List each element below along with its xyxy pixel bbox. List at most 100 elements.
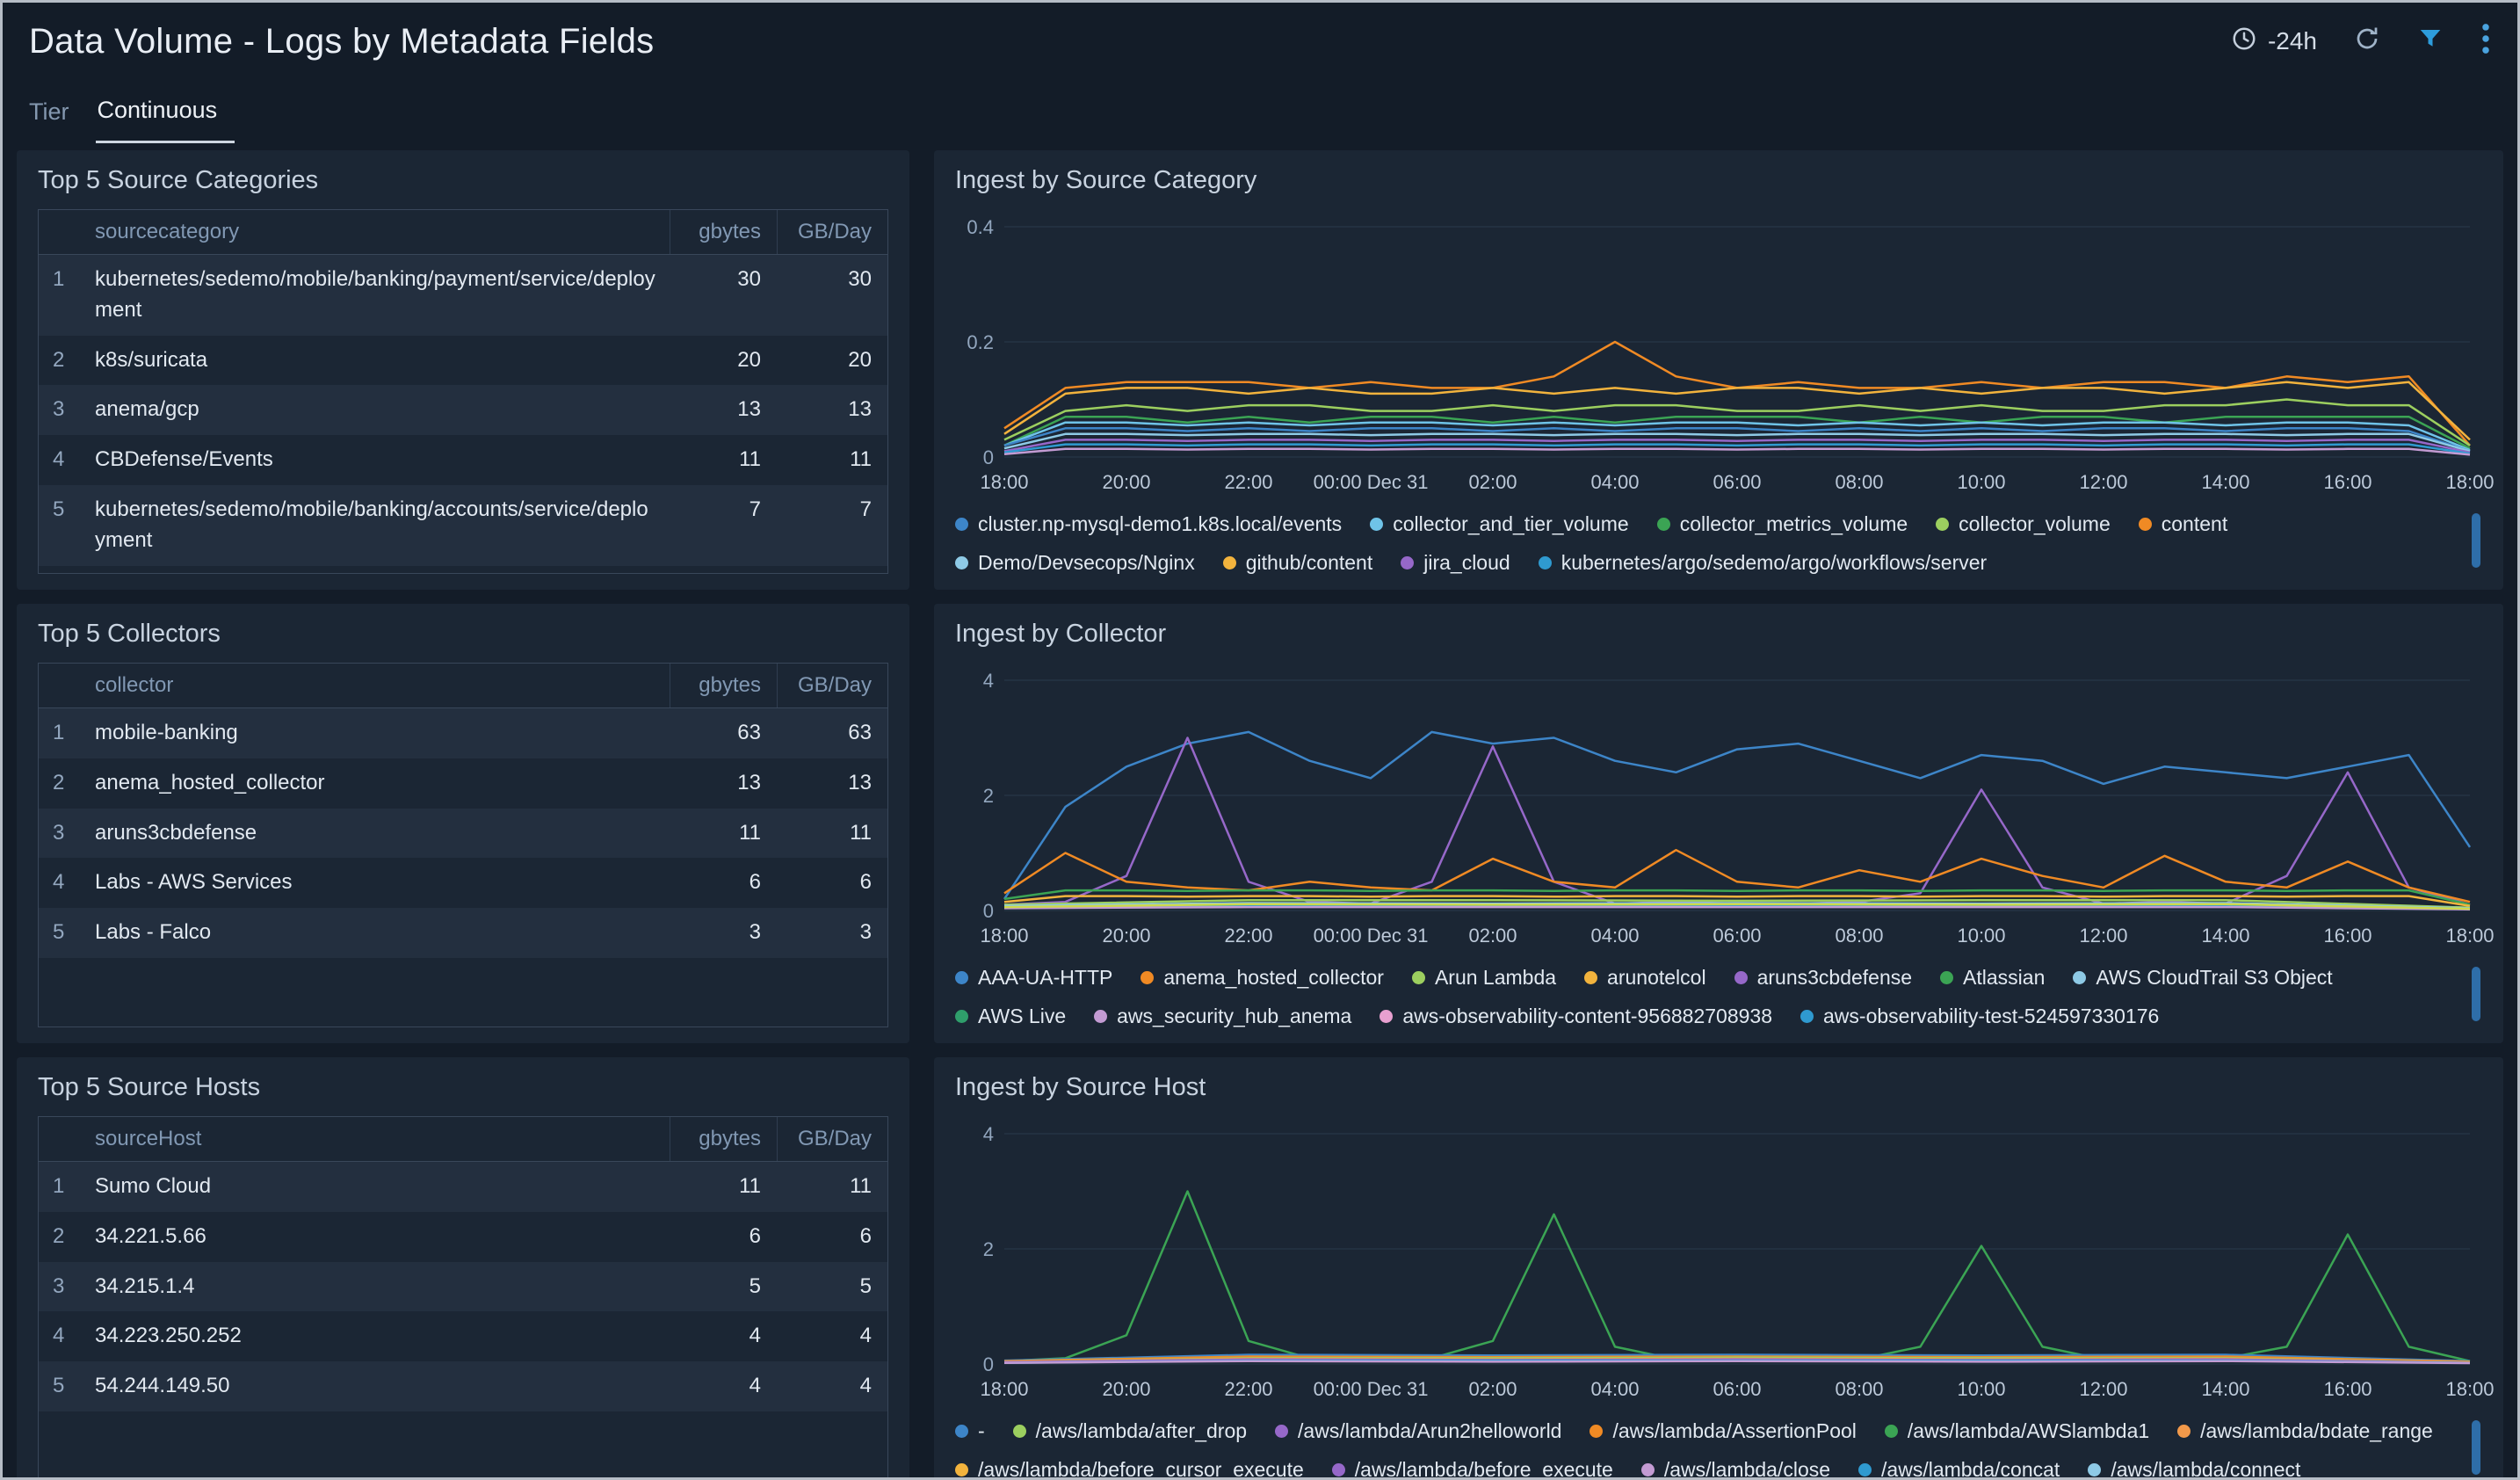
table-row[interactable]: 3 34.215.1.4 5 5 [39,1261,887,1312]
line-chart-source-category[interactable]: 0 0.2 0.4 18:00 20:00 22:00 00:00 Dec 31 02:00 0… [955,213,2494,503]
svg-text:08:00: 08:00 [1835,1378,1883,1400]
legend-dot-icon [1141,971,1155,984]
refresh-button[interactable] [2354,25,2380,58]
legend-item[interactable]: aruns3cbdefense [1734,965,1912,990]
legend-item[interactable]: AWS CloudTrail S3 Object [2073,965,2333,990]
legend-item[interactable]: /aws/lambda/connect [2088,1457,2300,1477]
legend-item[interactable]: aws-observability-test-524597330176 [1800,1004,2159,1027]
panel-ingest-by-collector: Ingest by Collector 0 2 4 18:00 20:00 22:00 00… [934,604,2503,1043]
legend-label: aruns3cbdefense [1756,966,1913,989]
legend-scrollbar[interactable] [2472,1420,2480,1475]
legend-item[interactable]: /aws/lambda/AssertionPool [1589,1418,1857,1444]
table-row[interactable]: 5 54.244.149.50 4 4 [39,1361,887,1411]
legend-item[interactable]: /aws/lambda/close [1640,1457,1830,1477]
table-row[interactable]: 5 Labs - Falco 3 3 [39,908,887,958]
svg-text:00:00 Dec 31: 00:00 Dec 31 [1314,471,1429,493]
legend-item[interactable]: /aws/lambda/before_execute [1331,1457,1613,1480]
table-row[interactable]: 3 aruns3cbdefense 11 11 [39,808,887,859]
legend-item[interactable]: AWS Live [955,1004,1066,1027]
legend-label: content [2161,512,2228,535]
svg-text:18:00: 18:00 [980,471,1028,493]
line-chart-collector[interactable]: 0 2 4 18:00 20:00 22:00 00:00 Dec 31 02:00 04:00… [955,666,2494,956]
legend-item[interactable]: /aws/lambda/after_drop [1012,1418,1247,1444]
svg-text:10:00: 10:00 [1957,925,2005,947]
legend-item[interactable]: kubernetes/argo/sedemo/argo/workflows/se… [1538,550,1987,574]
column-header-gbday[interactable]: GB/Day [777,1117,887,1161]
legend-item[interactable]: collector_metrics_volume [1656,511,1908,537]
column-header-gbytes[interactable]: gbytes [670,1117,777,1161]
filter-funnel-icon [2417,25,2444,58]
table-row[interactable]: 4 CBDefense/Events 11 11 [53,447,872,472]
legend-item[interactable]: /aws/lambda/concat [1858,1457,2060,1477]
filter-bar: Tier Continuous [3,80,2517,143]
column-header-collector[interactable]: collector [95,673,174,697]
column-header-sourcehost[interactable]: sourceHost [95,1127,202,1150]
legend-item[interactable]: /aws/lambda/bdate_range [2177,1418,2433,1444]
legend-item[interactable]: Demo/Devsecops/Nginx [955,550,1195,574]
svg-text:0.2: 0.2 [967,331,994,353]
legend-item[interactable]: aws_security_hub_anema [1094,1004,1351,1027]
table-row[interactable]: 2 k8s/suricata 20 20 [53,347,872,372]
legend-label: /aws/lambda/AWSlambda1 [1907,1419,2150,1442]
legend-dot-icon [955,518,968,531]
dashboard-header: Data Volume - Logs by Metadata Fields -2… [3,3,2517,80]
legend-item[interactable]: - [955,1418,985,1444]
legend-scrollbar[interactable] [2472,967,2480,1021]
legend-item[interactable]: Arun Lambda [1411,965,1556,990]
legend-item[interactable]: AAA-UA-HTTP [955,965,1112,990]
legend-label: aws-observability-test-524597330176 [1823,1005,2160,1027]
filter-value-continuous[interactable]: Continuous [95,80,235,143]
legend-item[interactable]: github/content [1222,550,1373,574]
legend-item[interactable]: collector_and_tier_volume [1370,511,1629,537]
legend-item[interactable]: cluster.np-mysql-demo1.k8s.local/events [955,511,1342,537]
column-header-gbytes[interactable]: gbytes [670,210,777,254]
legend-label: /aws/lambda/before_cursor_execute [978,1458,1304,1480]
legend-item[interactable]: jira_cloud [1401,550,1510,574]
svg-text:18:00: 18:00 [980,1378,1028,1400]
source-hosts-table: sourceHost gbytes GB/Day 1 Sumo Cloud 11… [38,1116,888,1477]
table-row[interactable]: 4 34.223.250.252 4 4 [53,1324,872,1348]
legend-item[interactable]: /aws/lambda/before_cursor_execute [955,1457,1304,1480]
table-header: sourceHost gbytes GB/Day [39,1117,887,1162]
kebab-menu-button[interactable] [2480,23,2491,61]
column-header-sourcecategory[interactable]: sourcecategory [95,220,240,243]
svg-text:20:00: 20:00 [1102,471,1150,493]
legend-item[interactable]: /aws/lambda/AWSlambda1 [1884,1418,2150,1444]
panel-top-source-categories: Top 5 Source Categories sourcecategory g… [17,150,909,590]
svg-text:12:00: 12:00 [2079,471,2127,493]
svg-text:0: 0 [983,1353,994,1375]
svg-text:12:00: 12:00 [2079,925,2127,947]
legend-item[interactable]: content [2138,511,2228,537]
table-row[interactable]: 2 anema_hosted_collector 13 13 [53,770,872,794]
svg-text:2: 2 [983,1238,994,1260]
column-header-gbytes[interactable]: gbytes [670,664,777,707]
column-header-gbday[interactable]: GB/Day [777,664,887,707]
legend-item[interactable]: Atlassian [1940,965,2045,990]
legend-item[interactable]: anema_hosted_collector [1141,965,1384,990]
legend-item[interactable]: arunotelcol [1584,965,1706,990]
svg-text:14:00: 14:00 [2201,1378,2249,1400]
filter-button[interactable] [2417,25,2444,58]
table-row[interactable]: 2 34.221.5.66 6 6 [53,1223,872,1248]
legend-collector: AAA-UA-HTTP anema_hosted_collector Arun La… [955,965,2482,1027]
table-row[interactable]: 4 Labs - AWS Services 6 6 [53,870,872,895]
legend-label: aws-observability-content-956882708938 [1402,1005,1773,1027]
rank-column-header [39,1117,95,1136]
table-row[interactable]: 5 kubernetes/sedemo/mobile/banking/accou… [39,484,887,566]
legend-item[interactable]: aws-observability-content-956882708938 [1379,1004,1772,1027]
legend-label: github/content [1245,551,1373,574]
svg-text:04:00: 04:00 [1590,1378,1639,1400]
legend-label: - [978,1419,985,1442]
table-row[interactable]: 3 anema/gcp 13 13 [39,385,887,436]
legend-item[interactable]: collector_volume [1936,511,2111,537]
legend-label: /aws/lambda/before_execute [1354,1458,1613,1480]
table-row[interactable]: 1 kubernetes/sedemo/mobile/banking/payme… [39,255,887,336]
legend-item[interactable]: /aws/lambda/Arun2helloworld [1275,1418,1561,1444]
line-chart-source-host[interactable]: 0 2 4 18:00 20:00 22:00 00:00 Dec 31 02:00 04:00… [955,1120,2494,1410]
table-row[interactable]: 1 Sumo Cloud 11 11 [39,1162,887,1212]
legend-scrollbar[interactable] [2472,513,2480,568]
time-range-button[interactable]: -24h [2231,25,2317,58]
table-row[interactable]: 1 mobile-banking 63 63 [39,708,887,758]
column-header-gbday[interactable]: GB/Day [777,210,887,254]
legend-dot-icon [1936,518,1950,531]
